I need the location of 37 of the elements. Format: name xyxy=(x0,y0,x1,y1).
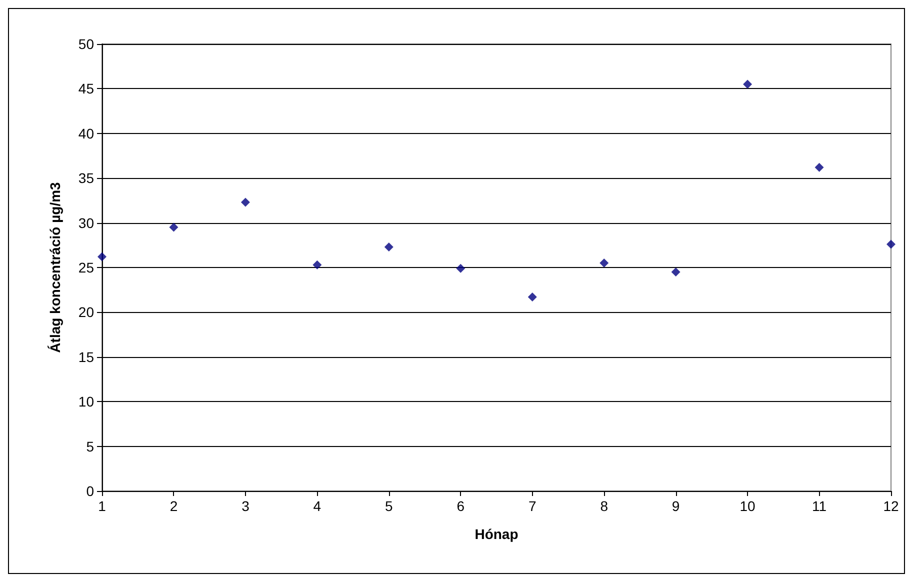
point xyxy=(528,292,537,302)
x-axis-title: Hónap xyxy=(474,526,518,542)
point xyxy=(743,80,752,89)
x-tick-label: 7 xyxy=(528,498,536,514)
y-tick-label: 5 xyxy=(86,438,94,454)
y-axis-title: Átlag koncentráció µg/m3 xyxy=(47,182,63,353)
y-tick-label: 25 xyxy=(78,260,94,276)
point xyxy=(240,198,250,207)
y-tick-label: 30 xyxy=(78,214,94,231)
x-tick-label: 12 xyxy=(883,498,899,514)
x-tick-label: 1 xyxy=(98,498,106,514)
y-tick-label: 0 xyxy=(86,483,94,499)
x-tick-label: 4 xyxy=(313,498,322,514)
point xyxy=(312,260,322,270)
x-tick-label: 2 xyxy=(170,498,178,514)
point xyxy=(886,240,896,249)
y-tick-label: 50 xyxy=(78,36,94,52)
point xyxy=(169,222,178,232)
point xyxy=(456,264,466,273)
x-tick-label: 10 xyxy=(740,498,756,514)
x-tick-label: 5 xyxy=(385,498,394,514)
y-tick-label: 35 xyxy=(78,170,94,186)
x-tick-label: 8 xyxy=(600,498,608,514)
point xyxy=(98,252,106,262)
y-tick-label: 10 xyxy=(78,394,94,410)
point xyxy=(814,162,824,172)
point xyxy=(384,242,394,252)
point xyxy=(600,258,609,268)
y-tick-label: 45 xyxy=(78,80,94,97)
x-tick-label: 6 xyxy=(456,498,465,514)
y-tick-label: 40 xyxy=(78,125,94,142)
y-tick-label: 20 xyxy=(78,304,94,320)
x-tick-label: 3 xyxy=(242,498,250,514)
x-tick-label: 11 xyxy=(812,498,827,514)
x-tick-label: 9 xyxy=(672,498,680,514)
y-tick-label: 15 xyxy=(78,348,94,365)
point xyxy=(671,267,680,276)
